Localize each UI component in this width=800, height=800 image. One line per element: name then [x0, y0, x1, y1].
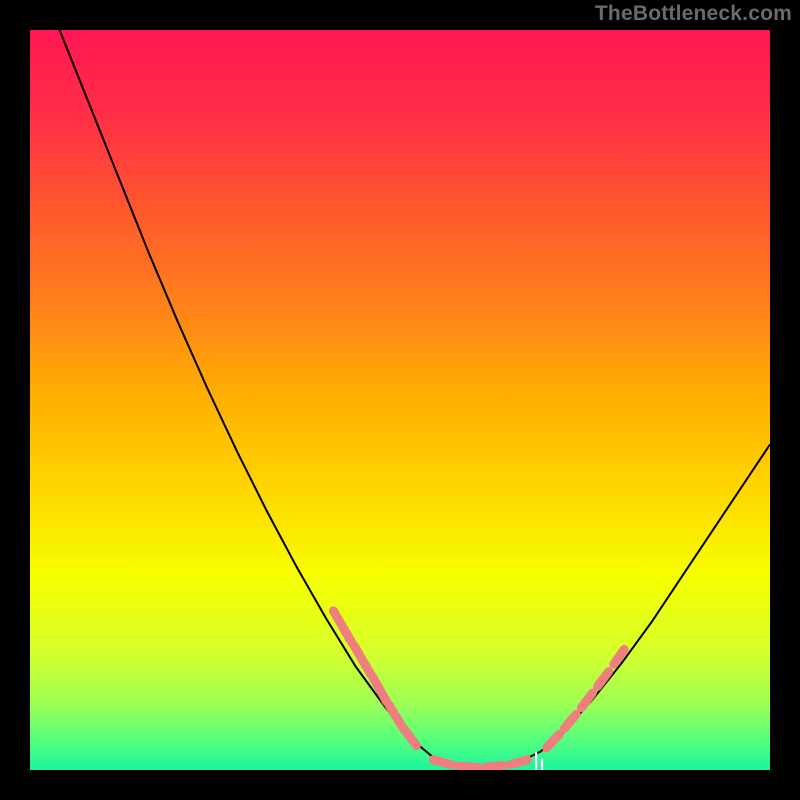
watermark-text: TheBottleneck.com: [595, 2, 792, 26]
marker-segment: [564, 715, 576, 729]
marker-segment: [511, 760, 527, 765]
bottleneck-curve: [60, 30, 770, 768]
marker-segment: [333, 611, 352, 643]
marker-segment: [433, 760, 452, 765]
plot-area: [30, 30, 770, 770]
marker-segment: [458, 766, 478, 767]
marker-segment: [581, 693, 592, 708]
marker-segment: [354, 646, 370, 674]
marker-segment: [404, 729, 417, 746]
marker-segment: [389, 705, 402, 726]
chart-frame: TheBottleneck.com: [0, 0, 800, 800]
marker-segment: [373, 677, 387, 702]
marker-segment: [547, 734, 560, 747]
chart-overlay: [30, 30, 770, 770]
marker-segment: [598, 672, 609, 687]
marker-segment: [485, 766, 504, 767]
